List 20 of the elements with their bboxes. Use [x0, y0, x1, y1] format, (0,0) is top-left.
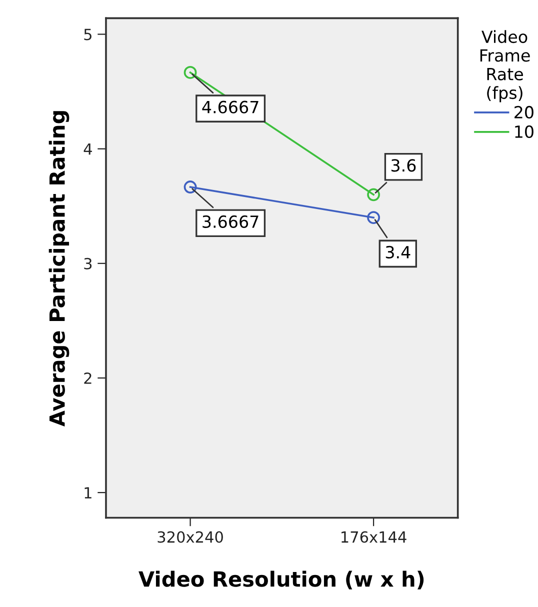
legend-label: 10 — [515, 125, 534, 138]
x-axis-title: Video Resolution (w x h) — [138, 570, 424, 590]
data-label: 4.6667 — [202, 100, 258, 114]
point — [367, 211, 380, 224]
x-tick-label: 320x240 — [158, 531, 223, 543]
data-label: 3.6 — [391, 159, 416, 172]
y-axis-title: Average Participant Rating — [48, 111, 70, 427]
x-tick-label: 176x144 — [342, 531, 406, 543]
point — [184, 180, 197, 194]
y-tick-label: 5 — [84, 28, 92, 40]
y-tick-label: 2 — [84, 372, 92, 384]
point — [184, 66, 197, 79]
y-tick-label: 4 — [84, 143, 92, 155]
data-label: 3.6667 — [202, 215, 258, 228]
data-label: 3.4 — [386, 246, 410, 259]
point — [367, 188, 380, 202]
y-tick-label: 1 — [84, 487, 92, 498]
legend-title: Video Frame Rate (fps) — [480, 30, 530, 102]
legend-label: 20 — [514, 106, 534, 119]
y-tick-label: 3 — [84, 258, 92, 270]
